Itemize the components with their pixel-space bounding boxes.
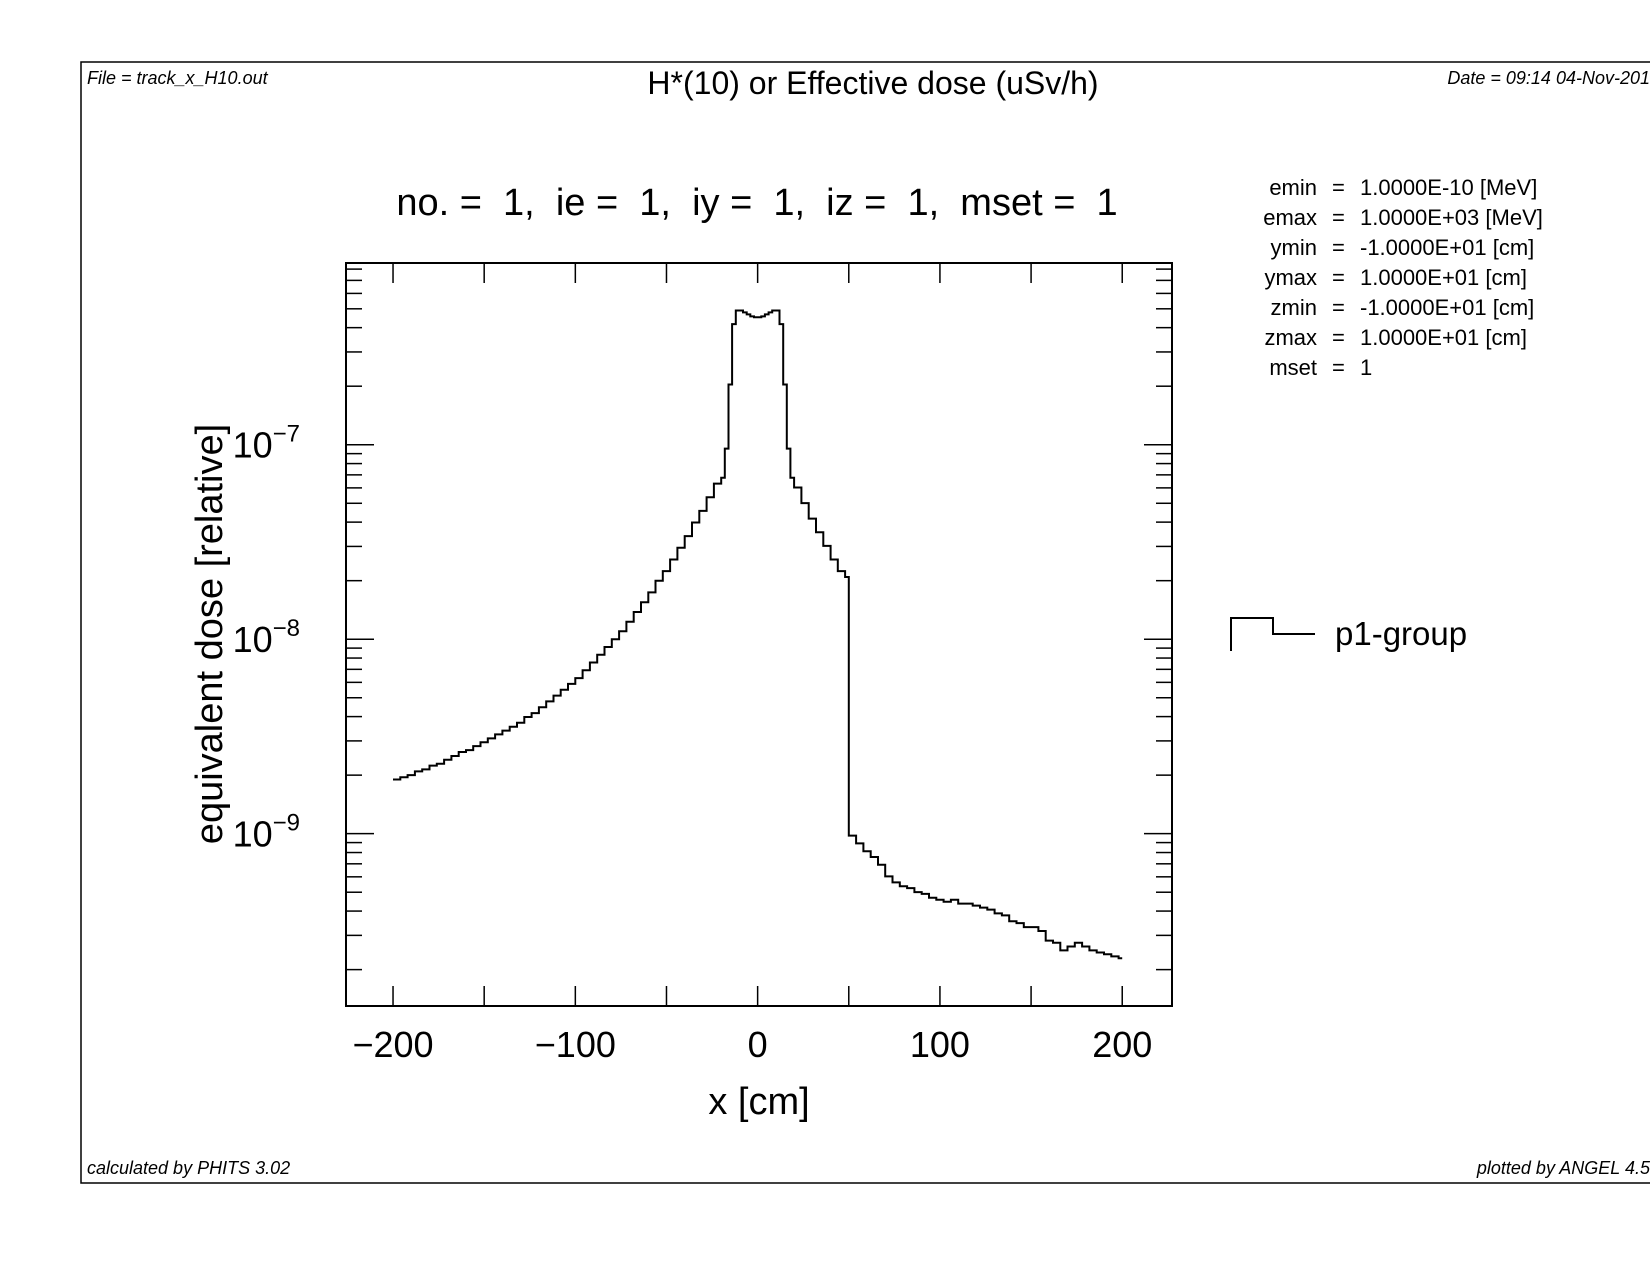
- y-tick-label: 10−8: [233, 615, 300, 660]
- plot-axes: −200 −100 0 100 200 10−9 10−8 10−7: [233, 263, 1172, 1065]
- param-name: zmin: [1271, 295, 1317, 320]
- param-name: emin: [1269, 175, 1317, 200]
- param-eq: =: [1332, 325, 1345, 350]
- param-eq: =: [1332, 295, 1345, 320]
- param-name: zmax: [1264, 325, 1317, 350]
- param-value: 1.0000E-10 [MeV]: [1360, 175, 1537, 200]
- param-eq: =: [1332, 175, 1345, 200]
- y-tick-label: 10−7: [233, 421, 300, 466]
- y-axis-label: equivalent dose [relative]: [189, 424, 231, 844]
- x-tick-label: −200: [352, 1024, 433, 1065]
- page-title: H*(10) or Effective dose (uSv/h): [647, 65, 1098, 101]
- param-value: 1: [1360, 355, 1372, 380]
- param-name: emax: [1263, 205, 1317, 230]
- param-name: ymin: [1271, 235, 1317, 260]
- x-tick-label: 100: [910, 1024, 970, 1065]
- param-value: -1.0000E+01 [cm]: [1360, 235, 1534, 260]
- param-eq: =: [1332, 235, 1345, 260]
- param-eq: =: [1332, 265, 1345, 290]
- param-value: 1.0000E+03 [MeV]: [1360, 205, 1543, 230]
- y-tick-label: 10−9: [233, 810, 300, 855]
- plot-frame: [345, 262, 1173, 1007]
- x-tick-label: −100: [535, 1024, 616, 1065]
- parameter-list: emin = 1.0000E-10 [MeV] emax = 1.0000E+03 […: [1263, 175, 1543, 380]
- x-axis-label: x [cm]: [708, 1081, 809, 1123]
- param-name: ymax: [1264, 265, 1317, 290]
- plotted-by-label: plotted by ANGEL 4.5: [1476, 1158, 1650, 1178]
- page-frame: [80, 61, 1650, 1184]
- x-tick-label: 200: [1092, 1024, 1152, 1065]
- file-label: File = track_x_H10.out: [87, 68, 269, 88]
- param-value: -1.0000E+01 [cm]: [1360, 295, 1534, 320]
- date-label: Date = 09:14 04-Nov-201: [1447, 68, 1650, 88]
- param-name: mset: [1269, 355, 1317, 380]
- param-value: 1.0000E+01 [cm]: [1360, 265, 1527, 290]
- legend-swatch-p1-group: [1230, 617, 1315, 651]
- param-eq: =: [1332, 355, 1345, 380]
- legend: p1-group: [1230, 615, 1467, 652]
- calculated-by-label: calculated by PHITS 3.02: [87, 1158, 290, 1178]
- param-value: 1.0000E+01 [cm]: [1360, 325, 1527, 350]
- series-p1-group-line: [393, 309, 1123, 960]
- chart-title: no. = 1, ie = 1, iy = 1, iz = 1, mset = …: [396, 182, 1117, 224]
- x-tick-label: 0: [748, 1024, 768, 1065]
- legend-label-p1-group: p1-group: [1335, 615, 1467, 652]
- param-eq: =: [1332, 205, 1345, 230]
